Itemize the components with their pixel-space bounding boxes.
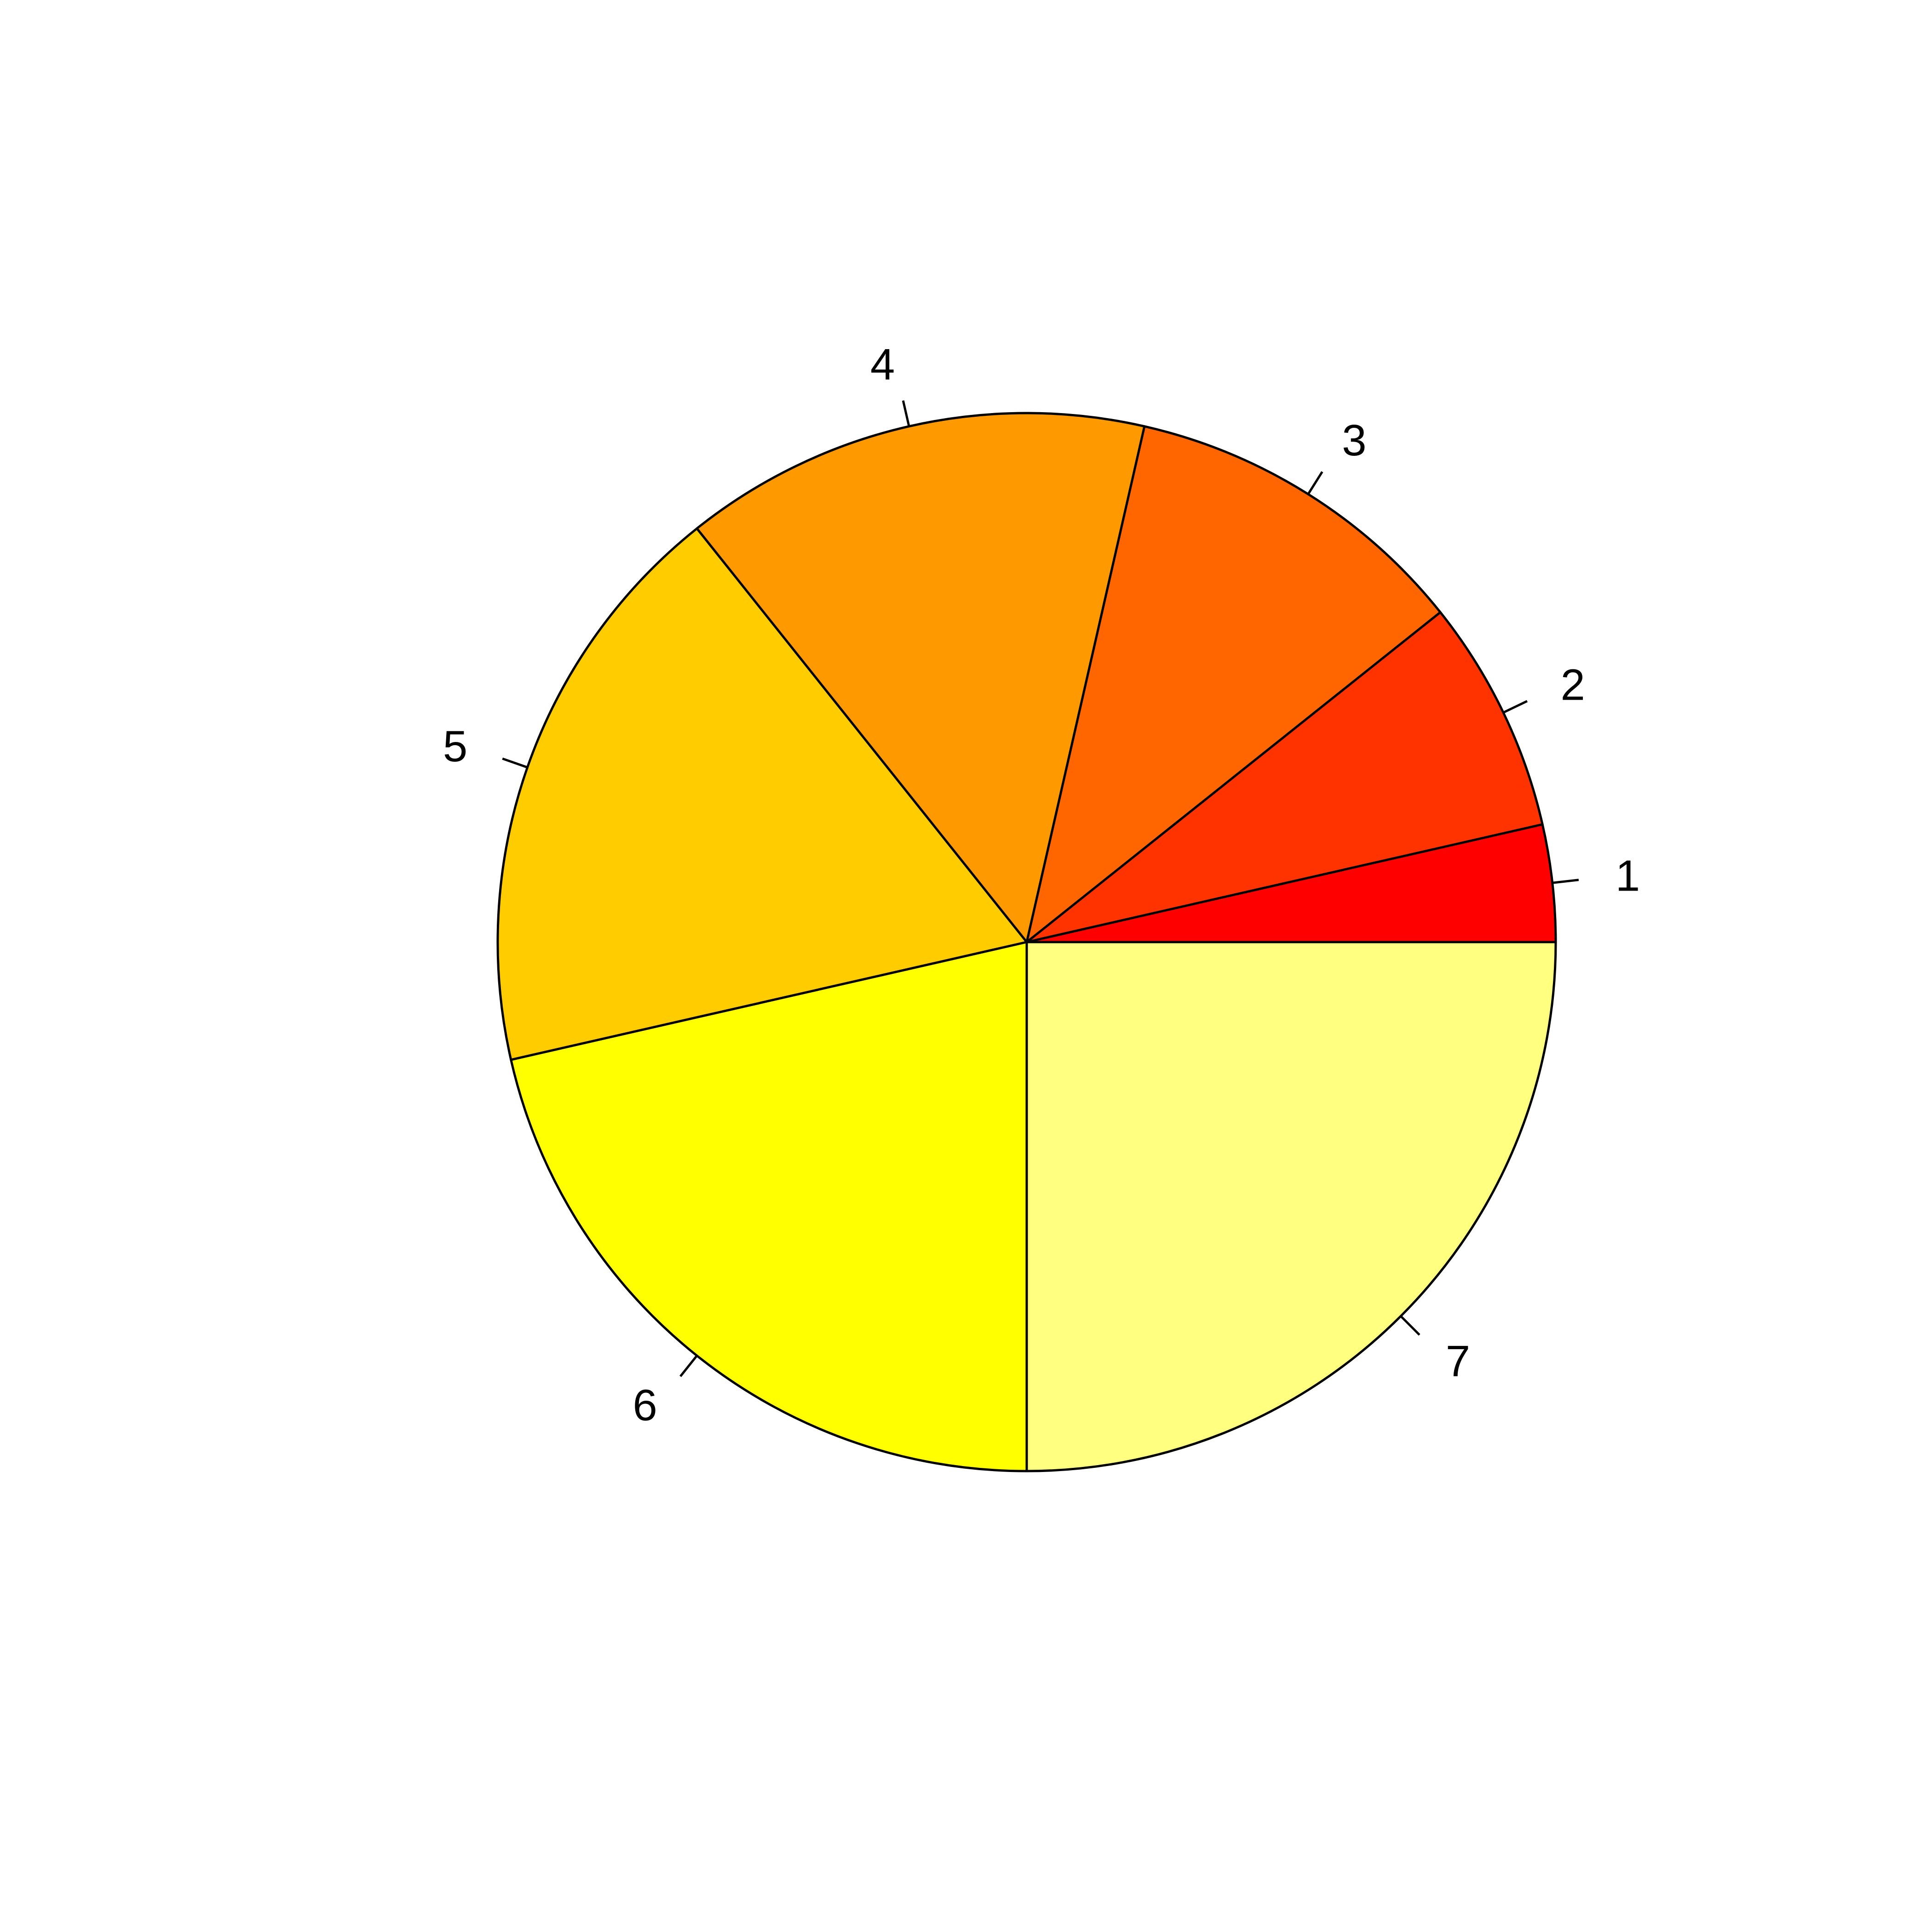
pie-slice-7 <box>1027 942 1556 1471</box>
slice-label-7: 7 <box>1446 1336 1470 1386</box>
slice-label-1: 1 <box>1616 851 1640 900</box>
label-tick-3 <box>1308 472 1322 494</box>
pie-slices <box>498 413 1556 1471</box>
slice-label-6: 6 <box>633 1380 657 1430</box>
label-tick-1 <box>1552 880 1579 883</box>
label-tick-2 <box>1503 701 1527 713</box>
label-tick-7 <box>1401 1316 1420 1335</box>
slice-label-3: 3 <box>1342 416 1366 465</box>
label-tick-4 <box>903 401 909 426</box>
label-tick-5 <box>502 759 527 767</box>
slice-label-5: 5 <box>443 722 467 771</box>
label-tick-6 <box>680 1356 697 1376</box>
slice-label-4: 4 <box>870 340 895 389</box>
slice-label-2: 2 <box>1560 661 1585 710</box>
